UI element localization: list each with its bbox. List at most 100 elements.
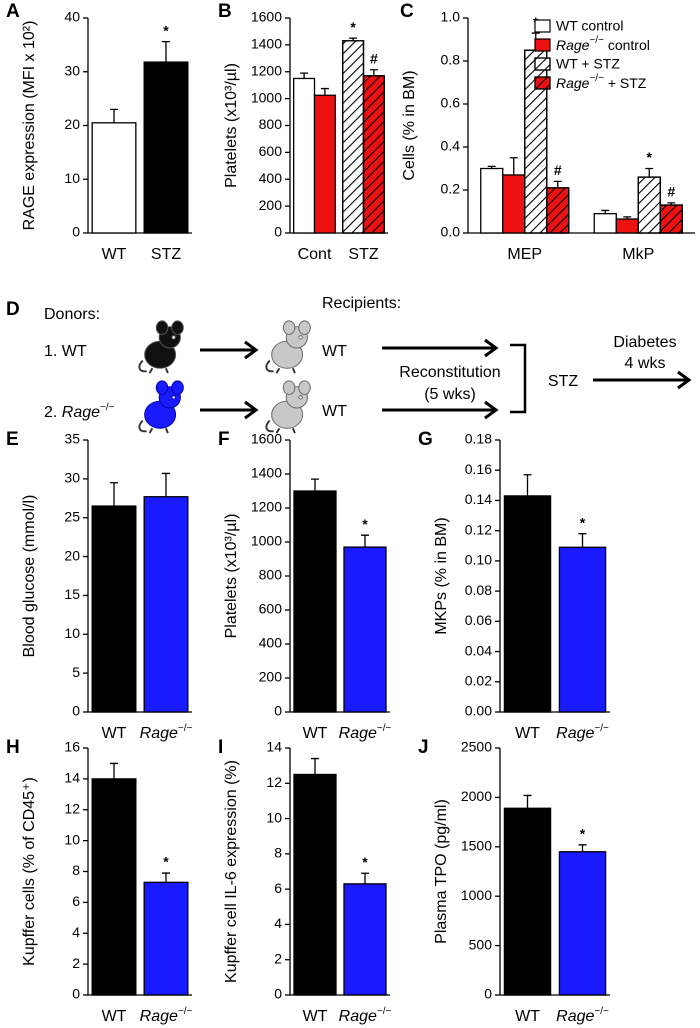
significance-marker: * (580, 826, 586, 842)
panel: H Kupffer cells (% of CD45⁺) 0 2 4 6 8 10 12 14 16… (6, 737, 193, 1025)
legend-swatch-hatch (534, 76, 551, 90)
panel-letter: D (6, 299, 20, 320)
y-tick-label: 200 (259, 669, 283, 685)
bar-hatch (637, 176, 661, 234)
x-tick-label: WT (303, 1008, 328, 1025)
significance-marker: # (667, 184, 675, 200)
y-tick-label: 2 (274, 950, 282, 966)
donor-label: 1. WT (44, 343, 87, 360)
error-bar (300, 72, 309, 79)
y-tick-label: 0.10 (465, 552, 492, 568)
y-tick-label: 0 (274, 703, 282, 719)
y-tick-label: 1.0 (441, 9, 461, 25)
y-tick-label: 0 (72, 224, 80, 240)
y-tick-label: 20 (64, 116, 80, 132)
y-tick-label: 0.4 (441, 138, 461, 154)
y-tick-label: 10 (64, 831, 80, 847)
y-tick-label: 1600 (251, 431, 282, 447)
bar (558, 546, 607, 713)
error-bar (311, 757, 319, 775)
x-tick-label: Rage−/− (339, 1006, 392, 1025)
x-tick-label: MkP (622, 246, 654, 263)
bar (558, 851, 607, 996)
y-tick-label: 8 (274, 845, 282, 861)
y-tick-label: 1500 (461, 838, 492, 854)
error-bar (487, 165, 496, 169)
significance-marker: # (370, 50, 378, 66)
y-tick-label: 600 (259, 143, 283, 159)
error-bar (623, 216, 632, 220)
step-time: 4 wks (625, 355, 666, 372)
bar (293, 77, 316, 234)
error-bar (523, 474, 532, 496)
y-tick-label: 2 (72, 955, 80, 971)
panel-letter: C (400, 1, 414, 22)
y-tick-label: 1000 (461, 887, 492, 903)
error-bar (320, 87, 329, 96)
recipient-label: WT (322, 403, 347, 420)
panel: J Plasma TPO (pg/ml) 0 500 1000 1500 2000 2500 W… (418, 737, 610, 1025)
panel: C Cells (% in BM) 0.0 0.2 0.4 0.6 0.8 1.0 MEP * # M… (400, 1, 695, 263)
bar (343, 883, 387, 996)
bar-hatch (362, 75, 385, 234)
y-tick-label: 1600 (251, 9, 282, 25)
y-tick-label: 0 (274, 224, 282, 240)
y-tick-label: 10 (64, 625, 80, 641)
legend-label: Rage−/− control (556, 35, 650, 53)
x-tick-label: Rage−/− (339, 723, 392, 742)
y-tick-label: 0 (72, 986, 80, 1002)
x-tick-label: WT (515, 725, 540, 742)
step-time: (5 wks) (424, 386, 476, 403)
y-tick-label: 1200 (251, 499, 282, 515)
y-tick-label: 12 (64, 800, 80, 816)
y-tick-label: 0.08 (465, 582, 492, 598)
error-bar (162, 472, 170, 497)
legend-swatch-hatch (534, 57, 551, 71)
bar (503, 807, 552, 996)
significance-marker: # (554, 162, 562, 178)
mouse-icon (265, 379, 312, 435)
y-axis-label: RAGE expression (MFI x 10²) (21, 21, 38, 231)
bar-hatch (659, 204, 683, 234)
y-tick-label: 14 (64, 770, 80, 786)
y-tick-label: 10 (266, 809, 282, 825)
bar (293, 773, 337, 996)
y-axis-label: Platelets (x10³/µl) (223, 514, 240, 639)
error-bar (110, 482, 118, 507)
x-tick-label: WT (303, 725, 328, 742)
legend-label: WT + STZ (556, 56, 620, 72)
significance-marker: * (647, 149, 653, 165)
step-label: Reconstitution (399, 364, 500, 381)
x-tick-label: Rage−/− (556, 723, 609, 742)
y-axis-label: Cells (% in BM) (401, 70, 418, 180)
bar (143, 881, 189, 996)
bar-hatch (546, 187, 570, 234)
y-axis-label: Plasma TPO (pg/ml) (433, 799, 450, 944)
y-tick-label: 0.2 (441, 181, 461, 197)
y-tick-label: 0 (72, 703, 80, 719)
y-tick-label: 5 (72, 664, 80, 680)
y-tick-label: 12 (266, 774, 282, 790)
x-tick-label: STZ (348, 246, 378, 263)
panel-letter: A (6, 1, 20, 22)
y-tick-label: 10 (64, 170, 80, 186)
bar (293, 490, 337, 713)
bar (313, 94, 336, 234)
error-bar (162, 41, 170, 63)
x-tick-label: STZ (151, 246, 181, 263)
y-tick-label: 8 (72, 862, 80, 878)
error-bar (553, 180, 562, 188)
significance-marker: * (362, 854, 368, 870)
y-tick-label: 0 (274, 986, 282, 1002)
panel-letter: B (218, 1, 232, 22)
error-bar (162, 872, 170, 883)
y-tick-label: 35 (64, 431, 80, 447)
legend-swatch (534, 19, 551, 33)
bar (503, 495, 552, 713)
legend-label: Rage−/− + STZ (556, 73, 647, 91)
y-tick-label: 16 (64, 739, 80, 755)
bar (343, 546, 387, 713)
x-tick-label: WT (515, 1008, 540, 1025)
